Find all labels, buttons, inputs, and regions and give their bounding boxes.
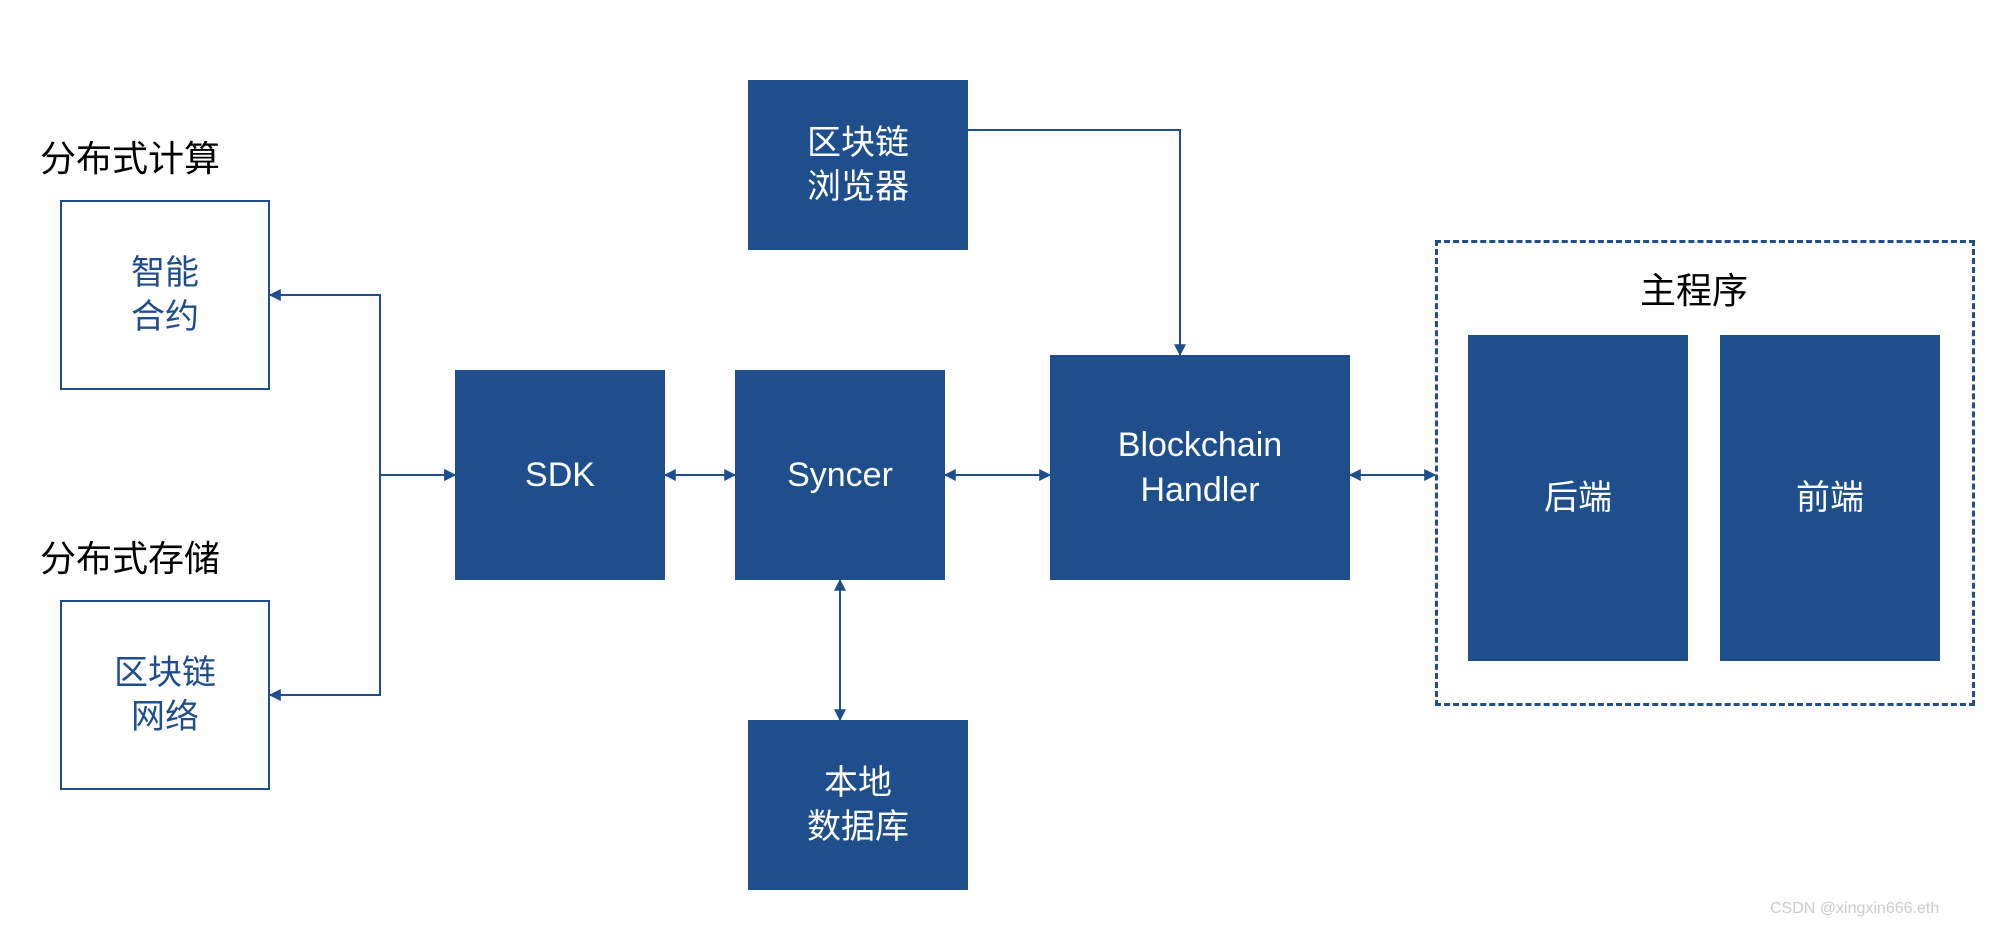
node-handler: Blockchain Handler (1050, 355, 1350, 580)
node-label-localdb: 本地 数据库 (807, 761, 909, 849)
watermark: CSDN @xingxin666.eth (1770, 900, 1939, 918)
node-label-frontend: 前端 (1796, 476, 1864, 520)
node-label-handler: Blockchain Handler (1118, 423, 1282, 511)
node-sdk: SDK (455, 370, 665, 580)
edge-blockchain_net-sdk (270, 475, 455, 695)
node-label-backend: 后端 (1544, 476, 1612, 520)
node-syncer: Syncer (735, 370, 945, 580)
edge-smart_contract-sdk (270, 295, 455, 475)
group-label-dist_compute: 分布式计算 (40, 130, 220, 182)
architecture-diagram: 分布式计算分布式存储 智能 合约区块链 网络 SDK Syncer 区块链 浏览器本地 … (0, 0, 2014, 928)
node-frontend: 前端 (1720, 335, 1940, 661)
node-label-syncer: Syncer (787, 453, 893, 497)
node-backend: 后端 (1468, 335, 1688, 661)
node-label-sdk: SDK (525, 453, 595, 497)
node-localdb: 本地 数据库 (748, 720, 968, 890)
node-label-blockchain_net: 区块链 网络 (114, 651, 216, 739)
node-label-browser: 区块链 浏览器 (807, 121, 909, 209)
node-label-smart_contract: 智能 合约 (131, 251, 199, 339)
node-blockchain_net: 区块链 网络 (60, 600, 270, 790)
edge-browser-handler (968, 130, 1180, 355)
node-smart_contract: 智能 合约 (60, 200, 270, 390)
group-label-dist_storage: 分布式存储 (40, 530, 220, 582)
mainprog-title: 主程序 (1640, 262, 1748, 314)
node-browser: 区块链 浏览器 (748, 80, 968, 250)
